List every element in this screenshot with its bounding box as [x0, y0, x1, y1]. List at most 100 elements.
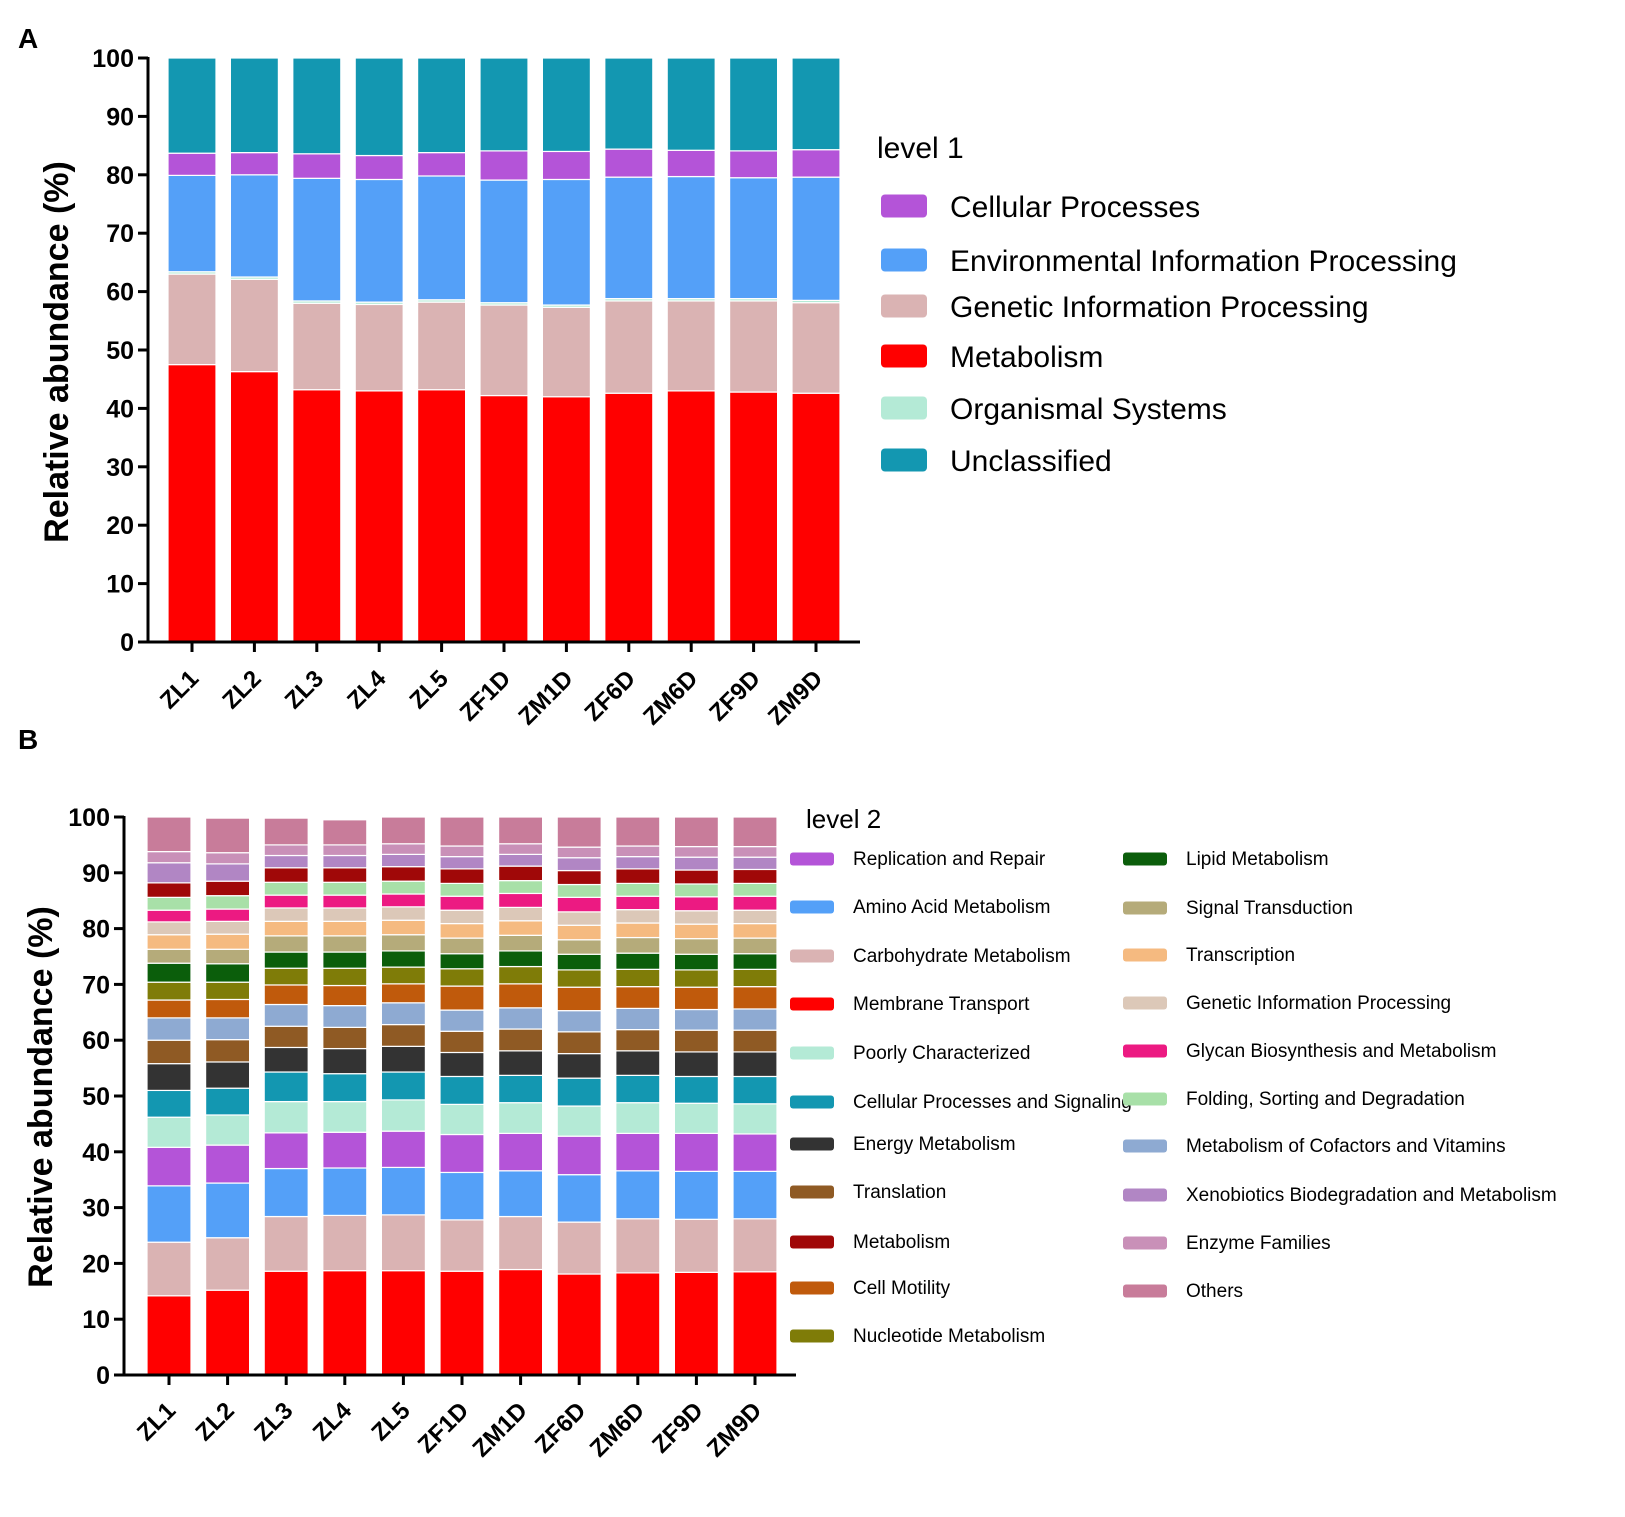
- bar-stack-zl3: [292, 57, 342, 643]
- bar-segment: [615, 1007, 661, 1031]
- legend-item: Cell Motility: [790, 1278, 951, 1299]
- bar-segment: [479, 179, 529, 304]
- bar-segment: [673, 883, 720, 898]
- bar-segment: [205, 1144, 251, 1184]
- legend-title: level 2: [806, 804, 881, 834]
- bar-segment: [146, 882, 192, 898]
- legend-label: Lipid Metabolism: [1186, 849, 1329, 870]
- legend-label: Poorly Characterized: [853, 1043, 1030, 1064]
- bar-segment: [556, 1105, 602, 1137]
- bar-segment: [380, 1099, 426, 1132]
- bar-segment: [556, 883, 602, 898]
- legend-item: Membrane Transport: [790, 994, 1030, 1015]
- bar-segment: [615, 816, 661, 847]
- legend-item: Nucleotide Metabolism: [790, 1326, 1045, 1347]
- x-tick-label: ZL3: [280, 665, 329, 714]
- legend-label: Replication and Repair: [853, 849, 1046, 870]
- bar-segment: [380, 906, 426, 921]
- bar-segment: [673, 1170, 720, 1220]
- bar-segment: [263, 1071, 309, 1103]
- legend-swatch: [790, 1235, 834, 1249]
- bar-segment: [167, 273, 217, 366]
- legend-label: Organismal Systems: [950, 393, 1227, 426]
- bar-segment: [146, 1017, 192, 1041]
- bar-segment: [322, 894, 368, 909]
- bar-stack-zl2: [229, 57, 279, 643]
- y-tick-label: 30: [106, 454, 134, 482]
- legend-label: Metabolism of Cofactors and Vitamins: [1186, 1136, 1506, 1157]
- bar-segment: [615, 1050, 661, 1076]
- bar-segment: [146, 862, 192, 884]
- y-tick-label: 50: [106, 337, 134, 365]
- bar-segment: [354, 303, 404, 392]
- legend-label: Metabolism: [950, 341, 1103, 374]
- bar-segment: [146, 1185, 192, 1243]
- bar-segment: [673, 969, 720, 988]
- bar-segment: [732, 1029, 778, 1053]
- bar-segment: [205, 852, 251, 865]
- legend-item: Metabolism: [881, 341, 1103, 374]
- legend-swatch: [1123, 1044, 1167, 1058]
- bar-segment: [439, 922, 485, 939]
- bar-segment: [354, 390, 404, 643]
- bar-segment: [263, 1270, 309, 1376]
- bar-segment: [263, 1003, 309, 1027]
- bar-segment: [229, 57, 279, 154]
- legend-swatch: [790, 852, 834, 866]
- x-tick-label: ZL1: [132, 1397, 181, 1446]
- bar-segment: [615, 1074, 661, 1104]
- y-tick-label: 80: [82, 916, 110, 944]
- bar-stack-zl4: [354, 57, 404, 643]
- bar-segment: [322, 881, 368, 896]
- bar-segment: [263, 881, 309, 896]
- legend-item: Energy Metabolism: [790, 1134, 1016, 1155]
- bar-segment: [732, 1008, 778, 1031]
- legend-item: Enzyme Families: [1123, 1233, 1331, 1254]
- bars: [146, 816, 778, 1376]
- legend-swatch: [790, 949, 834, 963]
- legend-swatch: [1123, 948, 1167, 962]
- bar-segment: [556, 1031, 602, 1055]
- bar-segment: [263, 817, 309, 846]
- bar-segment: [205, 1237, 251, 1291]
- bar-segment: [322, 1073, 368, 1103]
- bar-segment: [146, 850, 192, 864]
- y-axis-title: Relative abundance (%): [38, 161, 76, 543]
- bar-segment: [354, 57, 404, 157]
- bar-segment: [146, 816, 192, 853]
- bar-segment: [263, 1046, 309, 1073]
- bar-stack-zl3: [263, 817, 309, 1376]
- bar-segment: [417, 57, 467, 154]
- bar-segment: [728, 150, 779, 179]
- bar-segment: [439, 1219, 485, 1272]
- bar-segment: [263, 1132, 309, 1170]
- y-tick-label: 40: [106, 395, 134, 423]
- bar-segment: [791, 392, 841, 643]
- legend-label: Amino Acid Metabolism: [853, 897, 1050, 918]
- bar-segment: [322, 867, 368, 883]
- bar-segment: [167, 57, 217, 154]
- bar-segment: [673, 986, 720, 1011]
- x-tick-label: ZL2: [217, 665, 266, 714]
- legend-swatch: [1123, 852, 1167, 866]
- bar-segment: [439, 868, 485, 885]
- bar-segment: [322, 967, 368, 987]
- bar-segment: [615, 1132, 661, 1172]
- bar-segment: [322, 920, 368, 937]
- bar-segment: [263, 907, 309, 922]
- bar-segment: [263, 984, 309, 1006]
- bar-segment: [263, 1167, 309, 1218]
- bar-segment: [322, 951, 368, 969]
- bar-segment: [380, 1130, 426, 1169]
- bar-segment: [479, 304, 529, 397]
- bar-segment: [322, 1270, 368, 1376]
- bar-segment: [604, 392, 654, 643]
- bar-segment: [732, 845, 778, 858]
- bar-segment: [380, 1045, 426, 1073]
- bar-segment: [263, 854, 309, 869]
- y-tick-label: 100: [68, 804, 110, 832]
- bar-segment: [604, 148, 654, 178]
- bar-segment: [615, 882, 661, 897]
- bar-segment: [556, 939, 602, 955]
- bar-stack-zl4: [322, 819, 368, 1376]
